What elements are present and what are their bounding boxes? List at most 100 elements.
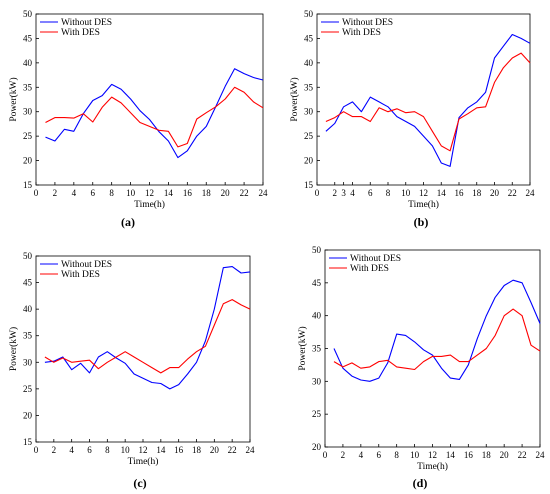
legend-label-1: Without DES — [61, 260, 112, 270]
x-tick-label: 4 — [350, 188, 355, 198]
legend-label-1: Without DES — [342, 18, 393, 28]
legend-label-2: With DES — [350, 264, 389, 274]
x-tick-label: 10 — [410, 450, 420, 460]
series-line-1 — [325, 33, 531, 167]
y-tick-label: 45 — [23, 278, 33, 288]
x-tick-label: 16 — [174, 445, 184, 455]
y-tick-label: 20 — [304, 156, 314, 166]
x-tick-label: 8 — [109, 188, 114, 198]
y-tick-label: 35 — [23, 331, 33, 341]
x-axis-title: Time(h) — [417, 461, 448, 472]
x-tick-label: 2 — [341, 450, 346, 460]
x-tick-label: 14 — [446, 450, 456, 460]
x-tick-label: 4 — [359, 450, 364, 460]
x-tick-label: 6 — [87, 445, 92, 455]
x-axis-title: Time(h) — [128, 456, 159, 467]
series-line-1 — [333, 279, 541, 382]
series-line-2 — [333, 308, 541, 371]
series-line-1 — [44, 266, 251, 390]
chart-panel: 0 2 4 6 8 10 12 14 16 18 20 22 2420253035404550Time(… — [297, 245, 545, 490]
y-tick-label: 35 — [23, 82, 33, 92]
x-tick-label: 8 — [386, 188, 391, 198]
chart-panel: 0 2 4 6 8 10 12 14 16 18 20 22 241520253035404550Tim… — [8, 9, 268, 229]
x-tick-label: 18 — [472, 188, 482, 198]
x-axis-title: Time(h) — [408, 199, 439, 210]
x-tick-label: 12 — [419, 188, 428, 198]
x-tick-label: 2 — [52, 445, 57, 455]
x-tick-label: 8 — [394, 450, 399, 460]
y-tick-label: 40 — [304, 58, 314, 68]
x-tick-label: 4 — [69, 445, 74, 455]
x-tick-label: 6 — [377, 450, 382, 460]
chart-panel: 0 2 3 4 6 8 10 12 14 16 18 20 22 24 15 20 25 30 35 40 45 50 Ti… — [289, 9, 535, 229]
panel-caption: (b) — [414, 215, 429, 229]
y-tick-label: 50 — [23, 9, 33, 19]
y-tick-label: 15 — [23, 180, 33, 190]
x-tick-label: 18 — [202, 188, 212, 198]
legend-label-1: Without DES — [350, 254, 401, 264]
plot-frame — [324, 249, 541, 448]
x-tick-label: 12 — [428, 450, 437, 460]
y-tick-label: 15 — [304, 180, 314, 190]
y-axis-title: Power(kW) — [8, 327, 19, 371]
y-axis-title: Power(kW) — [289, 77, 300, 121]
x-tick-label: 14 — [156, 445, 166, 455]
legend-label-2: With DES — [61, 270, 100, 280]
plot-frame — [35, 13, 264, 186]
x-tick-label: 12 — [145, 188, 154, 198]
y-tick-label: 50 — [23, 251, 33, 261]
x-tick-label: 24 — [526, 188, 536, 198]
x-tick-label: 10 — [126, 188, 136, 198]
x-tick-label: 0 — [315, 188, 320, 198]
x-tick-label: 18 — [482, 450, 492, 460]
y-tick-label: 50 — [304, 9, 314, 19]
y-tick-label: 20 — [23, 410, 33, 420]
y-tick-label: 25 — [23, 384, 33, 394]
x-tick-label: 2 — [53, 188, 58, 198]
series-line-2 — [44, 299, 251, 374]
y-tick-label: 30 — [304, 107, 314, 117]
x-axis-title: Time(h) — [134, 199, 165, 210]
x-tick-label: 14 — [437, 188, 447, 198]
x-tick-label: 0 — [323, 450, 328, 460]
x-tick-label: 16 — [183, 188, 193, 198]
series-line-2 — [325, 52, 531, 152]
y-tick-label: 20 — [23, 156, 33, 166]
x-tick-label: 0 — [34, 188, 39, 198]
y-tick-label: 45 — [304, 33, 314, 43]
plot-frame — [35, 255, 251, 443]
x-tick-label: 24 — [259, 188, 269, 198]
legend-label-1: Without DES — [61, 18, 112, 28]
y-tick-label: 25 — [312, 409, 322, 419]
legend-label-2: With DES — [61, 28, 100, 38]
y-tick-label: 40 — [312, 311, 322, 321]
chart-panel: 0 2 4 6 8 10 12 14 16 18 20 22 241520253035404550Tim… — [8, 251, 255, 490]
x-tick-label: 22 — [228, 445, 237, 455]
y-tick-label: 25 — [23, 131, 33, 141]
y-tick-label: 50 — [312, 245, 322, 255]
x-tick-label: 0 — [34, 445, 39, 455]
y-axis-title: Power(kW) — [297, 326, 308, 370]
x-tick-label: 20 — [221, 188, 231, 198]
series-line-2 — [45, 86, 264, 148]
x-tick-label: 20 — [210, 445, 220, 455]
x-tick-label: 22 — [240, 188, 249, 198]
y-tick-label: 20 — [312, 442, 322, 452]
x-tick-label: 24 — [536, 450, 546, 460]
x-tick-label: 16 — [455, 188, 465, 198]
y-tick-label: 30 — [23, 357, 33, 367]
x-tick-label: 10 — [401, 188, 411, 198]
x-tick-label: 2 — [333, 188, 338, 198]
legend-label-2: With DES — [342, 28, 381, 38]
x-tick-label: 22 — [508, 188, 517, 198]
x-tick-label: 12 — [139, 445, 148, 455]
x-tick-label: 6 — [368, 188, 373, 198]
y-tick-label: 45 — [23, 33, 33, 43]
y-tick-label: 15 — [23, 437, 33, 447]
y-axis-title: Power(kW) — [8, 77, 19, 121]
plot-frame — [316, 13, 531, 186]
x-tick-label: 16 — [464, 450, 474, 460]
y-tick-label: 45 — [312, 278, 322, 288]
x-tick-label: 14 — [164, 188, 174, 198]
